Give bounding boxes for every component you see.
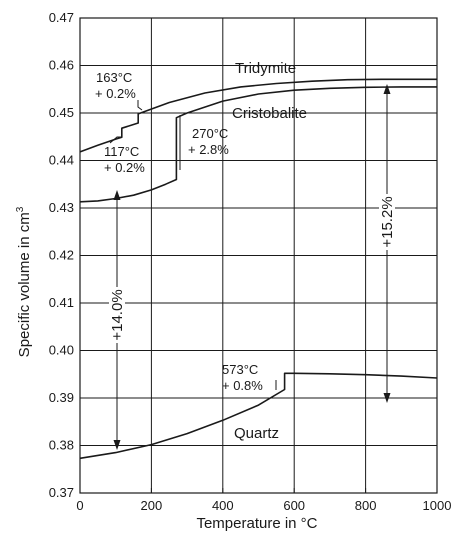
y-tick-label: 0.39 xyxy=(49,390,74,405)
x-axis-ticks: 0 200 400 600 800 1000 xyxy=(76,488,451,513)
transition-117c-change: + 0.2% xyxy=(104,160,145,175)
series-curves xyxy=(79,78,438,460)
difference-label-15-2: +15.2% xyxy=(379,196,396,247)
x-tick-label: 1000 xyxy=(423,498,451,513)
x-tick-label: 0 xyxy=(76,498,83,513)
difference-arrows xyxy=(113,84,391,450)
series-line-cristobalite xyxy=(79,86,437,203)
series-line-tridymite xyxy=(79,78,437,153)
series-label-tridymite: Tridymite xyxy=(235,60,296,77)
difference-label-14-0: +14.0% xyxy=(109,289,126,340)
y-axis-title-superscript: 3 xyxy=(15,206,26,212)
y-tick-label: 0.40 xyxy=(49,343,74,358)
series-line-quartz xyxy=(79,372,438,460)
label-bg-14-0 xyxy=(109,287,125,343)
series-label-quartz: Quartz xyxy=(234,425,279,442)
x-tick-label: 400 xyxy=(212,498,234,513)
transition-573c-change: + 0.8% xyxy=(222,378,263,393)
series-label-cristobalite: Cristobalite xyxy=(232,105,307,122)
arrow-head-14-0-top xyxy=(113,190,121,200)
transition-270c-temp: 270°C xyxy=(192,126,228,141)
transition-270c-change: + 2.8% xyxy=(188,142,229,157)
y-axis-title-text: Specific volume in cm xyxy=(16,212,33,357)
y-axis-ticks: 0.37 0.38 0.39 0.40 0.41 0.42 0.43 0.44 0.45 0.46… xyxy=(49,10,85,500)
transition-573c-temp: 573°C xyxy=(222,362,258,377)
y-tick-label: 0.41 xyxy=(49,295,74,310)
y-tick-label: 0.37 xyxy=(49,485,74,500)
leader-117c xyxy=(109,136,121,144)
transition-leaders xyxy=(109,100,277,390)
leader-163c xyxy=(137,100,143,111)
y-tick-label: 0.46 xyxy=(49,58,74,73)
transition-163c-temp: 163°C xyxy=(96,70,132,85)
arrow-head-14-0-bottom xyxy=(113,440,121,450)
label-bg-15-2 xyxy=(379,194,395,250)
y-tick-label: 0.43 xyxy=(49,200,74,215)
transition-163c-change: + 0.2% xyxy=(95,86,136,101)
y-tick-label: 0.45 xyxy=(49,105,74,120)
x-tick-label: 800 xyxy=(355,498,377,513)
y-tick-label: 0.42 xyxy=(49,248,74,263)
y-tick-label: 0.44 xyxy=(49,153,74,168)
y-tick-label: 0.47 xyxy=(49,10,74,25)
arrow-head-15-2-top xyxy=(383,84,391,94)
transition-117c-temp: 117°C xyxy=(104,144,139,159)
y-tick-label: 0.38 xyxy=(49,438,74,453)
x-tick-label: 200 xyxy=(141,498,163,513)
y-axis-title: Specific volume in cm3 xyxy=(15,206,33,357)
arrow-head-15-2-bottom xyxy=(383,393,391,403)
x-axis-title: Temperature in °C xyxy=(196,515,317,532)
x-tick-label: 600 xyxy=(283,498,305,513)
